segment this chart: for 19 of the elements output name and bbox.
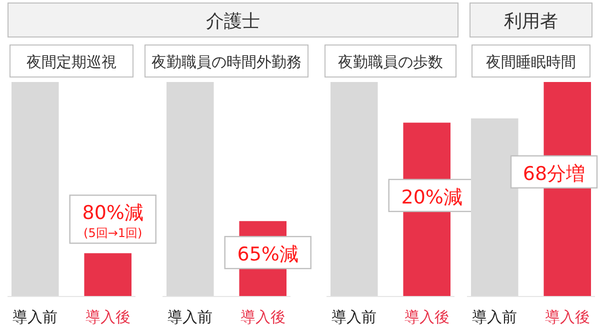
chart-title: 夜間睡眠時間 [486, 53, 576, 71]
x-tick-label: 導入前 [12, 308, 58, 326]
chart-title: 夜勤職員の時間外勤務 [152, 53, 302, 71]
x-tick-label: 導入前 [472, 308, 518, 326]
x-tick-label: 導入後 [404, 308, 450, 326]
x-tick-label: 導入後 [544, 308, 590, 326]
text: 介護士 [206, 11, 260, 32]
chart-title: 夜間定期巡視 [26, 53, 116, 71]
annotation: 65%減 [237, 244, 298, 266]
annotation: (5回→1回) [84, 226, 142, 240]
annotation: 80%減 [82, 202, 144, 224]
annotation: 68分増 [522, 162, 586, 185]
annotation: 20%減 [401, 186, 462, 208]
x-tick-label: 導入後 [85, 308, 130, 326]
x-tick-label: 導入前 [332, 308, 377, 326]
text: 利用者 [504, 11, 558, 32]
chart-title: 夜勤職員の歩数 [338, 53, 443, 71]
x-tick-label: 導入前 [168, 308, 213, 326]
x-tick-label: 導入後 [240, 308, 286, 326]
